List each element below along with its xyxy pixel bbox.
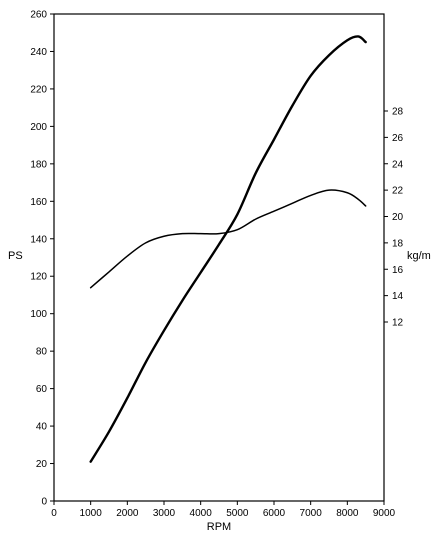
y2-axis-title: kg/m — [407, 250, 431, 262]
y2-tick-label: 12 — [392, 318, 404, 329]
y2-tick-label: 28 — [392, 107, 404, 118]
y-axis-title: PS — [8, 250, 23, 262]
y-tick-label: 80 — [36, 347, 48, 358]
y-tick-label: 20 — [36, 459, 48, 470]
x-tick-label: 8000 — [336, 508, 359, 519]
y2-tick-label: 18 — [392, 238, 404, 249]
x-tick-label: 9000 — [373, 508, 396, 519]
y-tick-label: 200 — [30, 122, 47, 133]
y2-tick-label: 16 — [392, 265, 404, 276]
y-tick-label: 180 — [30, 159, 47, 170]
y2-tick-label: 20 — [392, 212, 404, 223]
x-tick-label: 1000 — [80, 508, 103, 519]
x-tick-label: 0 — [51, 508, 57, 519]
series-lines — [89, 35, 367, 463]
y2-axis-ticks: 12 14 16 18 20 22 24 26 28 — [384, 107, 404, 329]
x-tick-label: 3000 — [153, 508, 176, 519]
y2-tick-label: 26 — [392, 133, 404, 144]
y-tick-label: 120 — [30, 272, 47, 283]
x-tick-label: 6000 — [263, 508, 286, 519]
y-tick-label: 140 — [30, 234, 47, 245]
y-tick-label: 220 — [30, 84, 47, 95]
torque-curve-line — [89, 189, 367, 289]
y2-tick-label: 24 — [392, 159, 404, 170]
y-axis-ticks: 0 20 40 60 80 100 120 140 160 180 200 220 240 260 — [30, 10, 54, 508]
y-tick-label: 40 — [36, 422, 48, 433]
x-tick-label: 2000 — [116, 508, 139, 519]
x-axis-title: RPM — [207, 521, 231, 533]
y-tick-label: 60 — [36, 384, 48, 395]
x-axis-ticks: 0 1000 2000 3000 4000 5000 6000 7000 8000 9000 — [51, 501, 396, 519]
power-curve-line — [89, 35, 367, 463]
y-tick-label: 0 — [41, 497, 47, 508]
plot-frame — [53, 13, 385, 502]
y-tick-label: 240 — [30, 47, 47, 58]
y-tick-label: 160 — [30, 197, 47, 208]
x-tick-label: 4000 — [190, 508, 213, 519]
x-tick-label: 5000 — [226, 508, 249, 519]
x-tick-label: 7000 — [300, 508, 323, 519]
y-tick-label: 260 — [30, 10, 47, 21]
y-tick-label: 100 — [30, 309, 47, 320]
y2-tick-label: 22 — [392, 186, 404, 197]
y2-tick-label: 14 — [392, 291, 404, 302]
